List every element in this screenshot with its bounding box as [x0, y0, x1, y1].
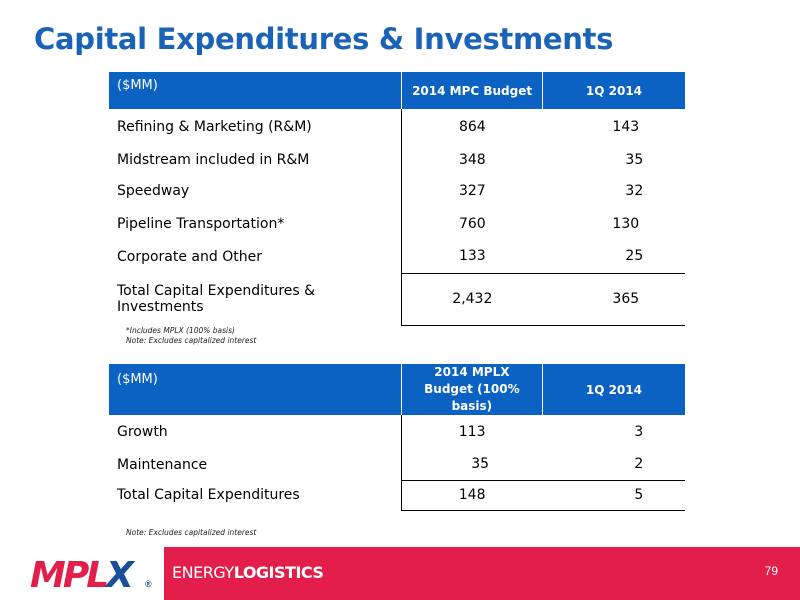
mplx-capex-table: ($MM) 2014 MPLX Budget (100% basis) 1Q 2…	[109, 364, 685, 511]
budget-value: 760	[401, 207, 543, 240]
row-label: Refining & Marketing (R&M)	[117, 118, 312, 135]
total-row: Total Capital Expenditures 148 5	[109, 479, 685, 511]
row-label: Midstream included in R&M	[117, 151, 310, 168]
logo-wordmark: MPLX	[30, 555, 134, 596]
footer-bar: MPLX ® ENERGYLOGISTICS 79	[0, 547, 800, 600]
budget-value: 113	[400, 415, 543, 449]
page-title: Capital Expenditures & Investments	[34, 22, 614, 56]
total-quarter-value: 365	[542, 272, 685, 326]
unit-header: ($MM)	[109, 364, 402, 415]
budget-value: 327	[401, 175, 543, 207]
table-row: Corporate and Other 133 25	[109, 240, 685, 273]
table-row: Speedway 327 32	[109, 175, 685, 207]
quarter-value: 143	[612, 118, 640, 135]
unit-header: ($MM)	[109, 72, 402, 109]
table-header-row: ($MM) 2014 MPLX Budget (100% basis) 1Q 2…	[109, 364, 685, 415]
tagline-bold: LOGISTICS	[233, 563, 324, 582]
quarter-value: 25	[625, 248, 644, 265]
total-row: Total Capital Expenditures & Investments…	[109, 272, 685, 326]
table-row: Midstream included in R&M 348 35	[109, 144, 685, 175]
page-number: 79	[764, 564, 778, 578]
mplx-logo: MPLX ®	[0, 547, 164, 600]
quarter-value: 3	[634, 424, 644, 440]
quarter-value: 35	[625, 151, 644, 168]
table1-notes: *Includes MPLX (100% basis) Note: Exclud…	[126, 326, 256, 346]
row-label: Growth	[117, 424, 168, 440]
logo-prefix: MPL	[30, 555, 109, 596]
table-row: Maintenance 35 2	[109, 449, 685, 480]
row-label: Pipeline Transportation*	[117, 215, 285, 232]
table-row: Refining & Marketing (R&M) 864 143	[109, 109, 685, 144]
row-label: Corporate and Other	[117, 248, 262, 265]
registered-mark: ®	[145, 579, 152, 589]
table-row: Growth 113 3	[109, 415, 685, 449]
row-label: Speedway	[117, 183, 190, 199]
footnote: *Includes MPLX (100% basis)	[126, 326, 235, 335]
quarter-value: 2	[634, 456, 644, 473]
budget-value: 864	[401, 109, 543, 144]
table2-note: Note: Excludes capitalized interest	[126, 528, 257, 537]
total-quarter-value: 5	[542, 479, 685, 511]
row-label: Maintenance	[117, 456, 208, 473]
quarter-column-header: 1Q 2014	[541, 364, 685, 415]
table-row: Pipeline Transportation* 760 130	[109, 207, 685, 240]
total-budget-value: 2,432	[401, 272, 543, 326]
budget-value: 348	[401, 144, 543, 175]
budget-column-header: 2014 MPC Budget	[401, 72, 543, 109]
tagline: ENERGYLOGISTICS	[172, 563, 324, 582]
footer-band: ENERGYLOGISTICS 79	[164, 547, 800, 600]
total-label: Total Capital Expenditures & Investments	[117, 283, 316, 315]
tagline-light: ENERGY	[172, 563, 234, 582]
total-budget-value: 148	[400, 479, 543, 511]
total-label: Total Capital Expenditures	[117, 487, 300, 503]
table-header-row: ($MM) 2014 MPC Budget 1Q 2014	[109, 72, 685, 109]
footnote: Note: Excludes capitalized interest	[126, 336, 257, 345]
quarter-value: 32	[625, 183, 644, 199]
quarter-column-header: 1Q 2014	[541, 72, 685, 109]
quarter-value: 130	[612, 215, 640, 232]
budget-value: 133	[401, 240, 543, 273]
budget-column-header: 2014 MPLX Budget (100% basis)	[400, 364, 543, 415]
budget-value: 35	[400, 449, 543, 480]
mpc-capex-table: ($MM) 2014 MPC Budget 1Q 2014 Refining &…	[109, 72, 685, 326]
logo-x: X	[106, 555, 134, 596]
